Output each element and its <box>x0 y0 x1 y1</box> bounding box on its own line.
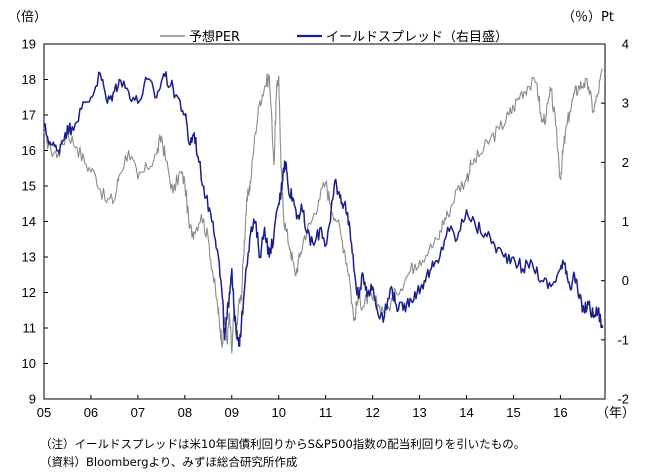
y-left-tick-label: 11 <box>23 321 37 336</box>
x-tick-label: 13 <box>412 405 426 420</box>
y-left-tick-label: 18 <box>22 72 36 87</box>
y-right-tick-label: -2 <box>617 392 629 407</box>
x-tick-label: 09 <box>225 405 239 420</box>
legend-label: 予想PER <box>189 29 240 45</box>
x-tick-label: 06 <box>84 405 98 420</box>
y-left-tick-label: 17 <box>22 108 36 123</box>
left-axis-unit: （倍） <box>8 10 47 25</box>
y-left-tick-label: 9 <box>29 392 36 407</box>
x-tick-label: 05 <box>37 405 51 420</box>
y-left-tick-label: 13 <box>22 250 36 265</box>
x-tick-label: 15 <box>506 405 520 420</box>
y-left-tick-label: 16 <box>22 143 36 158</box>
x-tick-label: 10 <box>271 405 285 420</box>
plot-frame <box>43 43 606 400</box>
x-tick-label: 16 <box>553 405 567 420</box>
chart-axes <box>43 43 606 400</box>
y-right-tick-label: 4 <box>622 37 629 52</box>
footnote: （注）イールドスプレッドは米10年国債利回りからS&P500指数の配当利回りを引… <box>40 437 526 451</box>
x-tick-label: 07 <box>131 405 145 420</box>
x-axis-unit: （年） <box>596 406 635 421</box>
legend-label: イールドスプレッド（右目盛） <box>326 30 508 45</box>
y-right-tick-label: -1 <box>617 332 629 347</box>
x-tick-label: 08 <box>178 405 192 420</box>
x-tick-label: 12 <box>365 405 379 420</box>
y-right-tick-label: 3 <box>622 96 629 111</box>
y-right-tick-label: 0 <box>622 273 629 288</box>
y-left-tick-label: 19 <box>22 37 36 52</box>
x-tick-label: 14 <box>459 405 473 420</box>
y-left-tick-label: 15 <box>22 179 36 194</box>
series-line-yield-spread <box>43 71 604 348</box>
right-axis-unit: （％）Pt <box>562 10 614 25</box>
legend: 予想PER イールドスプレッド（右目盛） <box>160 29 508 45</box>
series-layer <box>43 68 604 354</box>
series-line-per <box>43 68 604 354</box>
y-left-tick-label: 10 <box>22 356 36 371</box>
source-note: （資料）Bloombergより、みずほ総合研究所作成 <box>40 455 298 469</box>
y-right-tick-label: 1 <box>622 214 629 229</box>
x-tick-label: 11 <box>319 405 333 420</box>
y-left-tick-label: 14 <box>22 214 36 229</box>
y-right-tick-label: 2 <box>622 155 629 170</box>
y-left-tick-label: 12 <box>22 285 36 300</box>
